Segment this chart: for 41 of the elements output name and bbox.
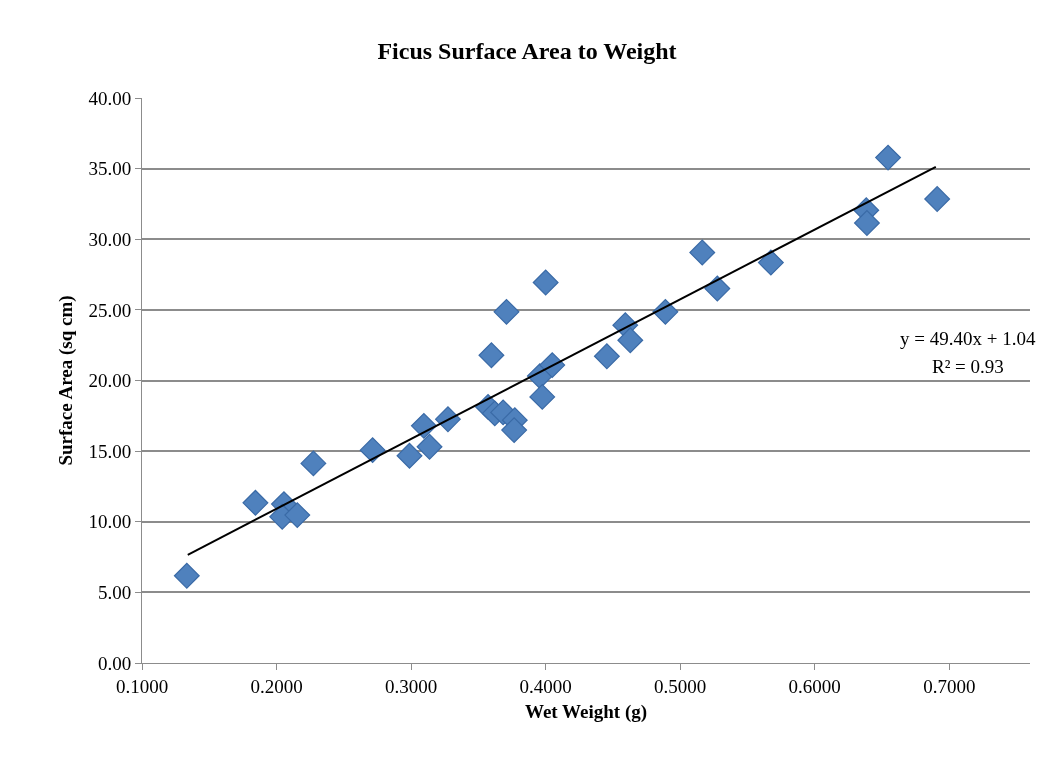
point <box>242 489 269 516</box>
point <box>284 502 311 529</box>
x-tick-label: 0.2000 <box>250 675 303 697</box>
y-tick-label: 0.00 <box>97 652 132 674</box>
x-tick-label: 0.7000 <box>923 675 976 697</box>
y-tick-label: 40.00 <box>88 87 132 109</box>
point <box>493 298 520 325</box>
y-tick-label: 20.00 <box>88 370 132 392</box>
point <box>704 275 731 302</box>
point <box>529 383 556 410</box>
x-tick-label: 0.4000 <box>519 675 572 697</box>
point <box>501 417 528 444</box>
y-tick-label: 30.00 <box>88 228 132 250</box>
point <box>593 343 620 370</box>
point <box>875 144 901 171</box>
y-tick-label: 35.00 <box>88 158 132 180</box>
x-tick-label: 0.6000 <box>788 675 841 697</box>
y-tick-label: 5.00 <box>97 582 132 604</box>
y-tick-label: 25.00 <box>88 299 132 321</box>
point <box>300 450 327 477</box>
y-tick-label: 15.00 <box>88 440 132 462</box>
y-tick-label: 10.00 <box>88 511 132 533</box>
annotation: R² = 0.93 <box>932 356 1004 377</box>
point <box>396 442 423 469</box>
x-tick-label: 0.1000 <box>115 675 169 697</box>
point <box>478 342 505 369</box>
point <box>359 437 386 464</box>
point <box>532 269 559 296</box>
x-tick-label: 0.5000 <box>654 675 707 697</box>
annotation: y = 49.40x + 1.04 <box>900 328 1036 349</box>
point <box>689 239 716 266</box>
point <box>853 210 880 236</box>
y-axis-title: Surface Area (sq cm) <box>55 295 78 466</box>
point <box>924 186 951 212</box>
chart-title: Ficus Surface Area to Weight <box>377 37 677 64</box>
point <box>416 433 443 460</box>
x-axis-title: Wet Weight (g) <box>524 700 648 723</box>
point <box>757 249 784 276</box>
x-tick-label: 0.3000 <box>384 675 438 697</box>
point <box>173 562 200 589</box>
point <box>617 327 644 354</box>
